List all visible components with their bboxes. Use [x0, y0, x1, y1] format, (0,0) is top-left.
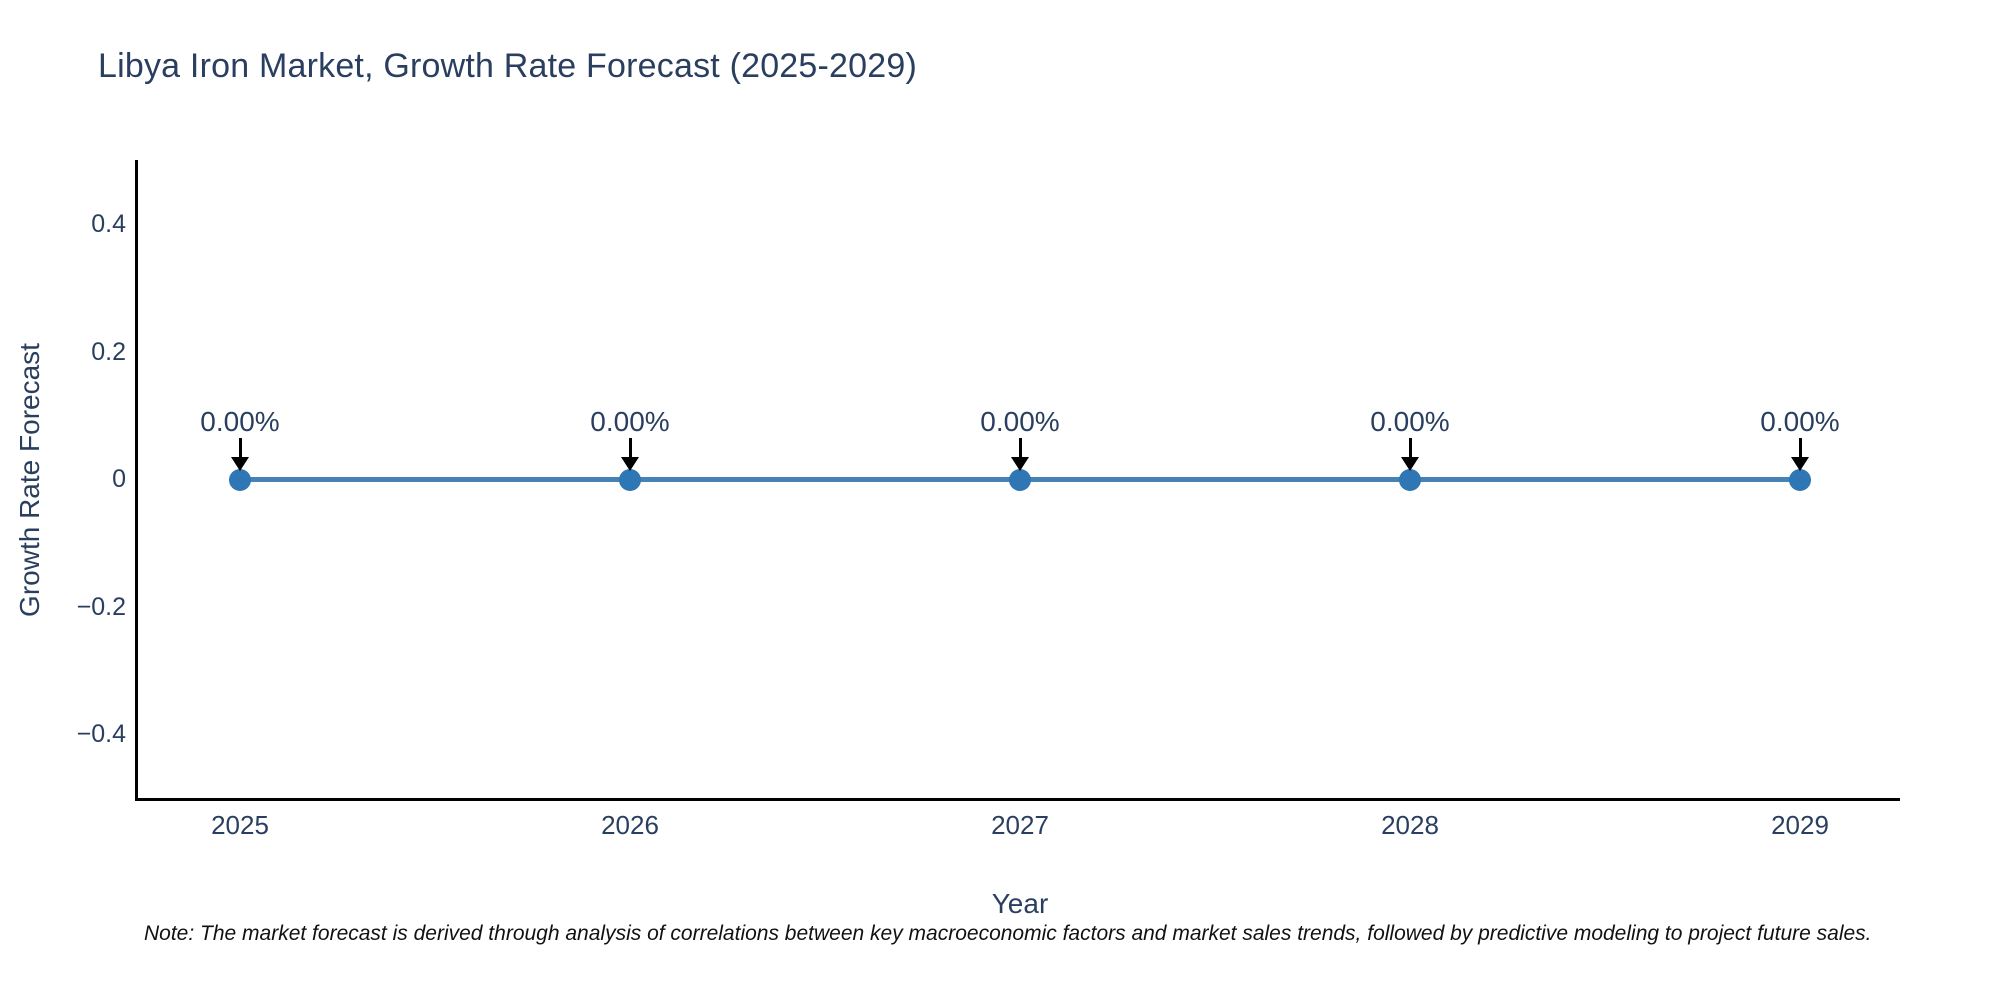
annotation-arrow-head-icon [231, 457, 249, 471]
footnote: Note: The market forecast is derived thr… [144, 922, 1872, 945]
annotation-arrow-stem [1798, 438, 1802, 458]
data-point-marker [1789, 469, 1811, 491]
point-annotation-label: 0.00% [590, 406, 670, 437]
point-annotation-label: 0.00% [980, 406, 1060, 437]
data-point-marker [1399, 469, 1421, 491]
x-tick-label: 2029 [1771, 810, 1829, 840]
chart-title: Libya Iron Market, Growth Rate Forecast … [98, 47, 918, 85]
annotation-arrow-stem [1018, 438, 1022, 458]
data-point-marker [619, 469, 641, 491]
y-tick-label: 0 [112, 465, 126, 493]
data-point-marker [1009, 469, 1031, 491]
x-tick-label: 2027 [991, 810, 1049, 840]
point-annotation-label: 0.00% [200, 406, 280, 437]
x-axis-title: Year [991, 888, 1049, 919]
annotation-arrow-head-icon [1791, 457, 1809, 471]
y-tick-label: 0.2 [91, 337, 126, 366]
x-tick-label: 2026 [601, 810, 659, 840]
annotation-arrow-head-icon [1401, 457, 1419, 471]
x-tick-label: 2025 [211, 810, 269, 840]
annotation-arrow-head-icon [621, 457, 639, 471]
point-annotation-label: 0.00% [1760, 406, 1840, 437]
y-tick-label: −0.4 [76, 720, 126, 748]
point-annotation-label: 0.00% [1370, 406, 1450, 437]
annotation-arrow-stem [1408, 438, 1412, 458]
annotation-arrow-stem [238, 438, 242, 458]
annotation-arrow-stem [628, 438, 632, 458]
y-tick-label: 0.4 [91, 210, 126, 238]
y-tick-label: −0.2 [76, 592, 126, 621]
data-point-marker [229, 469, 251, 491]
annotation-arrow-head-icon [1011, 457, 1029, 471]
x-axis-line [135, 798, 1900, 801]
y-axis-line [135, 160, 138, 801]
x-tick-label: 2028 [1381, 810, 1439, 840]
